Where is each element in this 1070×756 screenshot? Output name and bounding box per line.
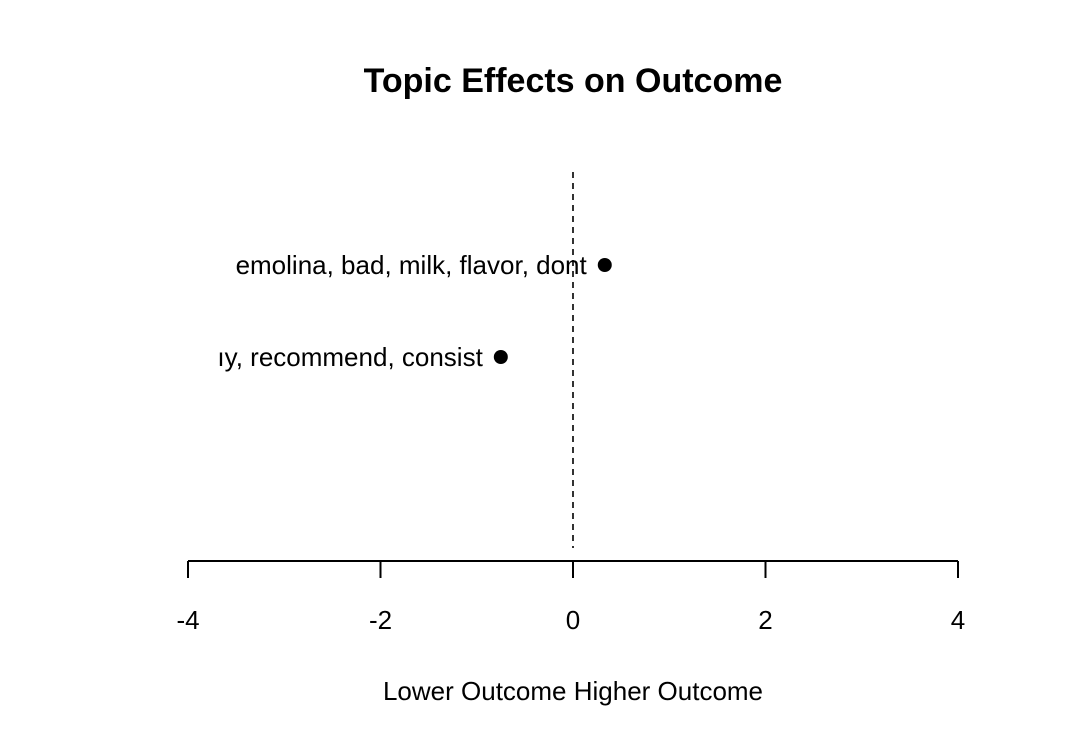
data-point [493, 350, 508, 364]
x-axis-ticks: -4 -2 0 2 4 [176, 561, 965, 635]
x-tick-label: 4 [951, 605, 965, 635]
x-tick-label: -2 [369, 605, 392, 635]
point-label: ıy, recommend, consist [217, 342, 483, 372]
chart-title: Topic Effects on Outcome [364, 62, 783, 100]
x-axis-label: Lower Outcome Higher Outcome [383, 676, 763, 706]
data-point [597, 258, 612, 272]
x-axis: -4 -2 0 2 4 [176, 560, 965, 635]
data-points: emolina, bad, milk, flavor, dont ıy, reco… [217, 250, 612, 372]
x-tick-label: 2 [758, 605, 772, 635]
x-tick-label: 0 [566, 605, 580, 635]
point-label: emolina, bad, milk, flavor, dont [236, 250, 588, 280]
x-tick-label: -4 [176, 605, 199, 635]
